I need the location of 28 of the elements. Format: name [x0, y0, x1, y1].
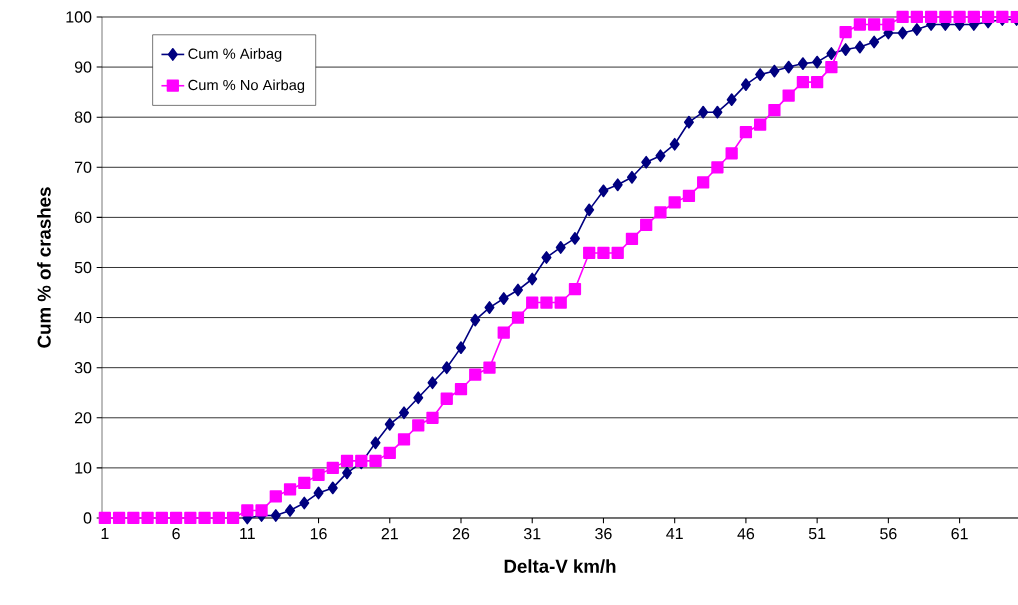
x-tick-label: 46: [737, 528, 755, 540]
y-tick-label: 10: [75, 462, 92, 474]
x-tick-label: 41: [666, 528, 683, 540]
y-tick-label: 40: [74, 311, 92, 324]
x-axis-title: Delta-V km/h: [504, 559, 616, 574]
y-tick-label: 0: [83, 512, 92, 524]
y-tick-label: 70: [74, 161, 92, 173]
x-tick-label: 61: [951, 528, 968, 540]
y-tick-label: 60: [74, 211, 92, 224]
legend-label: Cum % No Airbag: [188, 79, 305, 94]
x-tick-label: 36: [595, 528, 612, 540]
x-tick-label: 21: [381, 528, 398, 540]
x-tick-label: 1: [101, 528, 109, 540]
y-tick-label: 90: [74, 61, 92, 73]
y-tick-label: 30: [74, 362, 92, 374]
x-tick-label: 6: [172, 528, 180, 540]
y-tick-label: 20: [74, 412, 92, 424]
x-tick-label: 26: [452, 528, 470, 540]
y-tick-label: 80: [74, 111, 92, 123]
legend-label: Cum % Airbag: [188, 48, 282, 62]
x-tick-label: 31: [523, 528, 541, 540]
x-tick-label: 56: [880, 528, 897, 540]
y-axis-title: Cum % of crashes: [37, 187, 51, 348]
y-tick-label: 100: [66, 11, 92, 23]
y-tick-label: 50: [74, 261, 92, 274]
x-tick-label: 51: [808, 528, 826, 540]
x-tick-label: 11: [240, 528, 255, 540]
x-tick-label: 16: [310, 528, 327, 540]
